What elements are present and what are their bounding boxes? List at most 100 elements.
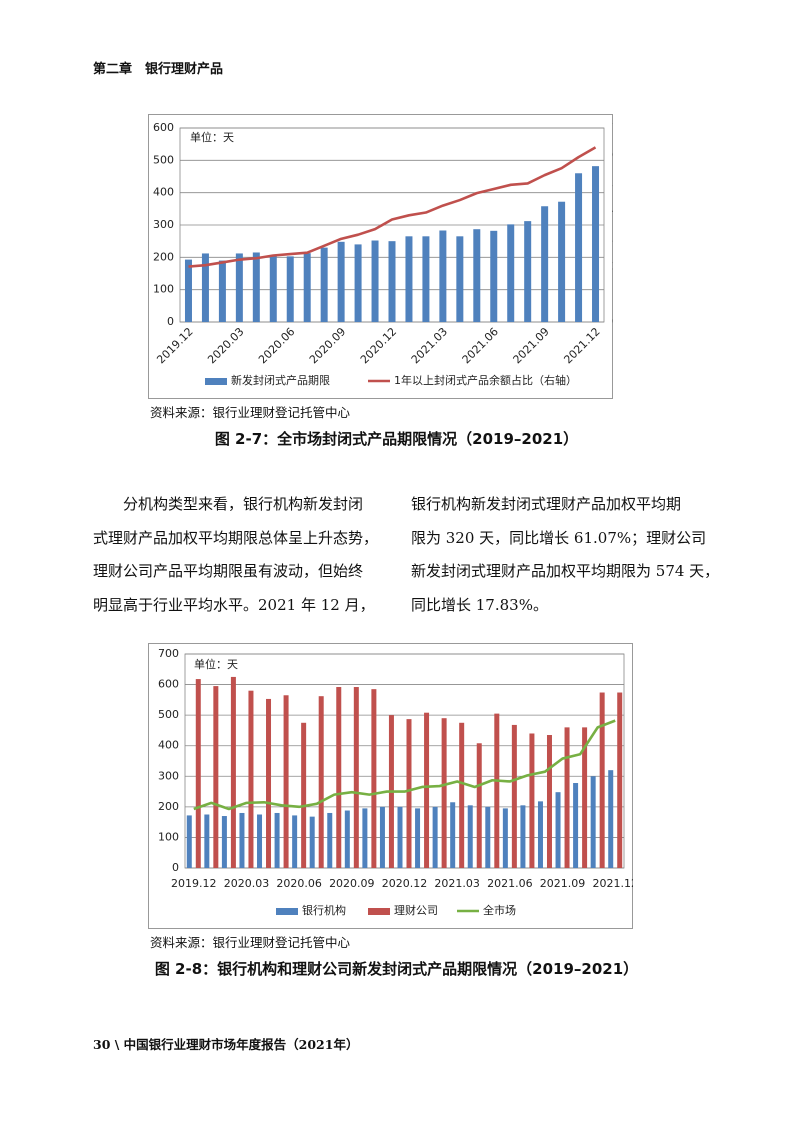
bar: [286, 256, 294, 322]
bar: [441, 718, 447, 868]
bar: [292, 815, 298, 868]
paragraph-left: 分机构类型来看，银行机构新发封闭 式理财产品加权平均期限总体呈上升态势， 理财公…: [93, 488, 378, 622]
source-note: 资料来源：银行业理财登记托管中心: [150, 935, 351, 950]
bar: [439, 230, 447, 322]
y-tick-label: 100: [158, 830, 179, 843]
bar: [537, 801, 543, 868]
bar: [283, 695, 289, 868]
bar: [511, 724, 517, 868]
bar: [494, 713, 500, 868]
bar: [195, 679, 201, 868]
bar: [379, 806, 385, 868]
x-tick-label: 2020.12: [382, 877, 428, 890]
bar: [524, 221, 532, 322]
bar: [575, 173, 583, 322]
bar: [608, 770, 614, 868]
legend-label: 银行机构: [302, 903, 346, 917]
source-note: 资料来源：银行业理财登记托管中心: [150, 405, 351, 420]
legend-swatch: [276, 908, 298, 915]
bar: [507, 224, 515, 322]
legend-label: 新发封闭式产品期限: [231, 373, 330, 387]
x-tick-label: 2020.09: [329, 877, 375, 890]
page-footer: 30 \ 中国银行业理财市场年度报告（2021年）: [93, 1037, 359, 1052]
y-tick-label: 0: [172, 861, 179, 874]
bar: [582, 727, 588, 868]
y-tick-label: 400: [158, 739, 179, 752]
bar: [490, 230, 498, 322]
y2-tick-label: 0%: [612, 315, 613, 328]
y2-tick-label: 10%: [612, 287, 613, 300]
x-tick-label: 2021.12: [592, 877, 633, 890]
bar: [520, 805, 526, 868]
bar: [186, 815, 192, 868]
y-tick-label: 0: [167, 315, 174, 328]
bar: [555, 792, 561, 868]
bar: [266, 698, 272, 868]
bar: [354, 244, 362, 322]
bar: [269, 255, 277, 322]
y2-tick-label: 20%: [612, 260, 613, 273]
bar: [541, 206, 549, 322]
bar: [573, 783, 579, 868]
bar: [204, 814, 210, 868]
bar: [397, 806, 403, 868]
bar: [303, 253, 311, 322]
bar: [502, 808, 508, 868]
y-tick-label: 100: [153, 283, 174, 296]
figure-caption: 图 2-7：全市场封闭式产品期限情况（2019–2021）: [214, 430, 579, 448]
y-tick-label: 200: [153, 250, 174, 263]
bar: [301, 722, 307, 868]
y-tick-label: 300: [153, 218, 174, 231]
bar: [485, 806, 491, 868]
bar: [371, 240, 379, 322]
chapter-header: 第二章 银行理财产品: [93, 62, 224, 77]
bar: [235, 253, 243, 322]
paragraph-right: 银行机构新发封闭式理财产品加权平均期 限为 320 天，同比增长 61.07%；…: [411, 488, 719, 622]
bar: [450, 802, 456, 868]
text-line: 明显高于行业平均水平。2021 年 12 月，: [93, 595, 375, 614]
legend-label: 全市场: [483, 903, 516, 917]
bar: [252, 252, 260, 322]
x-tick-label: 2019.12: [171, 877, 217, 890]
y2-tick-label: 30%: [612, 232, 613, 245]
bar: [422, 236, 430, 322]
y-tick-label: 700: [158, 647, 179, 660]
bar: [362, 808, 368, 868]
y2-tick-label: 60%: [612, 149, 613, 162]
bar: [476, 743, 482, 868]
y-tick-label: 200: [158, 800, 179, 813]
bar: [201, 253, 209, 322]
bar: [318, 696, 324, 868]
line-series: [188, 146, 597, 268]
bar: [405, 236, 413, 322]
bar: [459, 722, 465, 868]
bar: [592, 166, 600, 322]
bar: [432, 806, 438, 868]
bar: [599, 692, 605, 868]
y2-tick-label: 50%: [612, 176, 613, 189]
bar: [415, 808, 421, 868]
bar: [344, 810, 350, 868]
chart-frame: [148, 114, 613, 399]
x-tick-label: 2021.09: [540, 877, 586, 890]
bar: [337, 241, 345, 322]
bar: [617, 692, 623, 868]
bar: [274, 812, 280, 868]
x-tick-label: 2021.06: [487, 877, 533, 890]
bar: [320, 247, 328, 322]
bar: [558, 201, 566, 322]
y-tick-label: 400: [153, 186, 174, 199]
bar: [424, 712, 430, 868]
plot-border: [184, 653, 625, 869]
bar: [230, 676, 236, 868]
text-line: 限为 320 天，同比增长 61.07%；理财公司: [411, 528, 707, 547]
y2-tick-label: 70%: [612, 121, 613, 134]
text-line: 同比增长 17.83%。: [411, 595, 548, 614]
bar: [388, 241, 396, 322]
x-tick-label: 2021.03: [434, 877, 480, 890]
x-tick-label: 2020.03: [224, 877, 270, 890]
line-series: [193, 719, 616, 811]
y-tick-label: 500: [153, 153, 174, 166]
bar: [529, 733, 535, 868]
